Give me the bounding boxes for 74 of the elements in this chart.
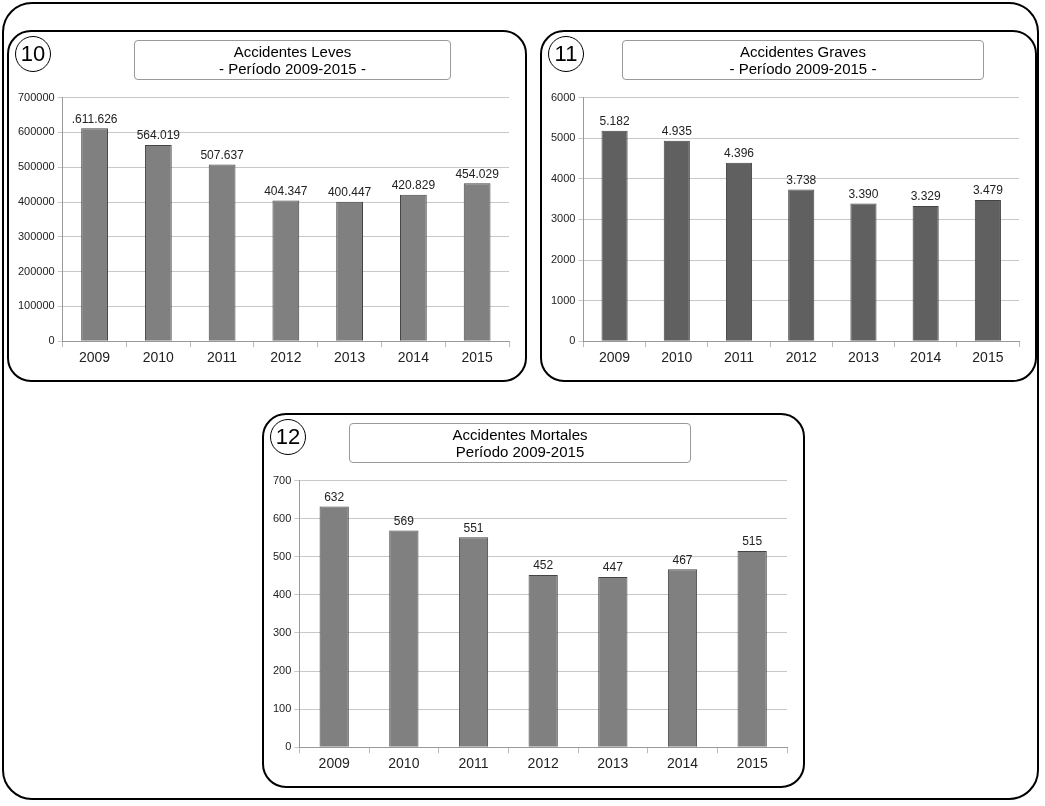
data-label: 4.396: [724, 146, 755, 161]
data-label: 400.447: [327, 185, 372, 200]
x-tick-label: 2011: [458, 755, 489, 772]
y-tick-label: 200: [272, 664, 292, 677]
x-tick-label: 2009: [79, 349, 111, 366]
y-tick-label: 500: [272, 549, 292, 562]
y-tick-label: 0: [285, 740, 292, 753]
data-label: 4.935: [661, 124, 693, 139]
x-tick-label: 2013: [334, 349, 366, 366]
data-label: .611.626: [71, 111, 118, 126]
x-tick-label: 2014: [910, 349, 942, 366]
x-tick-label: 2013: [597, 755, 629, 772]
data-label: 564.019: [136, 128, 181, 143]
data-label: 447: [602, 560, 624, 575]
y-tick-label: 400000: [17, 195, 55, 208]
y-tick-label: 1000: [550, 293, 576, 306]
y-tick-label: 300: [272, 625, 292, 638]
y-tick-label: 300000: [17, 229, 55, 242]
x-tick-label: 2014: [397, 349, 430, 366]
y-tick-label: 0: [569, 334, 576, 347]
x-tick-label: 2010: [142, 349, 175, 366]
y-tick-label: 100000: [17, 299, 55, 312]
data-label: 551: [463, 520, 484, 535]
y-tick-label: 400: [272, 587, 292, 600]
x-tick-label: 2015: [972, 349, 1004, 366]
chart-subtitle: Período 2009-2015: [454, 443, 586, 460]
data-label: 3.329: [910, 189, 942, 204]
x-tick-label: 2009: [318, 755, 350, 772]
y-tick-label: 500000: [17, 160, 55, 173]
chart-title: Accidentes Leves: [232, 43, 353, 60]
x-tick-label: 2011: [723, 349, 755, 366]
x-tick-label: 2010: [661, 349, 693, 366]
x-tick-label: 2012: [785, 349, 818, 366]
y-tick-label: 2000: [550, 253, 576, 266]
text: 12: [270, 419, 306, 455]
data-label: 507.637: [200, 147, 245, 162]
y-tick-label: 600: [272, 511, 292, 524]
y-tick-label: 100: [272, 702, 292, 715]
x-tick-label: 2009: [599, 349, 631, 366]
data-label: 632: [324, 489, 345, 504]
chart-subtitle: - Período 2009-2015 -: [218, 60, 367, 77]
data-label: 569: [393, 513, 415, 528]
chart-title: Accidentes Graves: [739, 43, 867, 60]
data-label: 3.738: [786, 172, 817, 187]
x-tick-label: 2015: [736, 755, 768, 772]
text: 10: [15, 36, 51, 72]
y-tick-label: 700: [272, 473, 292, 486]
x-tick-label: 2013: [847, 349, 880, 366]
chart-subtitle: - Período 2009-2015 -: [728, 60, 878, 77]
data-label: 404.347: [264, 183, 308, 198]
y-tick-label: 6000: [550, 90, 576, 103]
x-tick-label: 2012: [270, 349, 302, 366]
data-label: 420.829: [391, 178, 436, 193]
x-tick-label: 2011: [207, 349, 238, 366]
y-tick-label: 3000: [550, 212, 576, 225]
x-tick-label: 2010: [388, 755, 420, 772]
y-tick-label: 700000: [17, 90, 55, 103]
data-label: 3.479: [972, 183, 1004, 198]
y-tick-label: 200000: [17, 264, 55, 277]
y-tick-label: 5000: [550, 131, 576, 144]
data-label: 515: [742, 534, 763, 549]
chart-title: Accidentes Mortales: [451, 426, 589, 443]
y-tick-label: 4000: [550, 171, 576, 184]
x-tick-label: 2014: [666, 755, 699, 772]
y-tick-label: 600000: [17, 125, 55, 138]
data-label: 467: [672, 552, 693, 567]
x-tick-label: 2015: [461, 349, 493, 366]
data-label: 5.182: [599, 114, 630, 129]
y-tick-label: 0: [48, 334, 55, 347]
data-label: 454.029: [455, 166, 500, 181]
x-tick-label: 2012: [527, 755, 559, 772]
data-label: 3.390: [848, 186, 879, 201]
data-label: 452: [533, 558, 554, 573]
text: 11: [548, 36, 584, 72]
